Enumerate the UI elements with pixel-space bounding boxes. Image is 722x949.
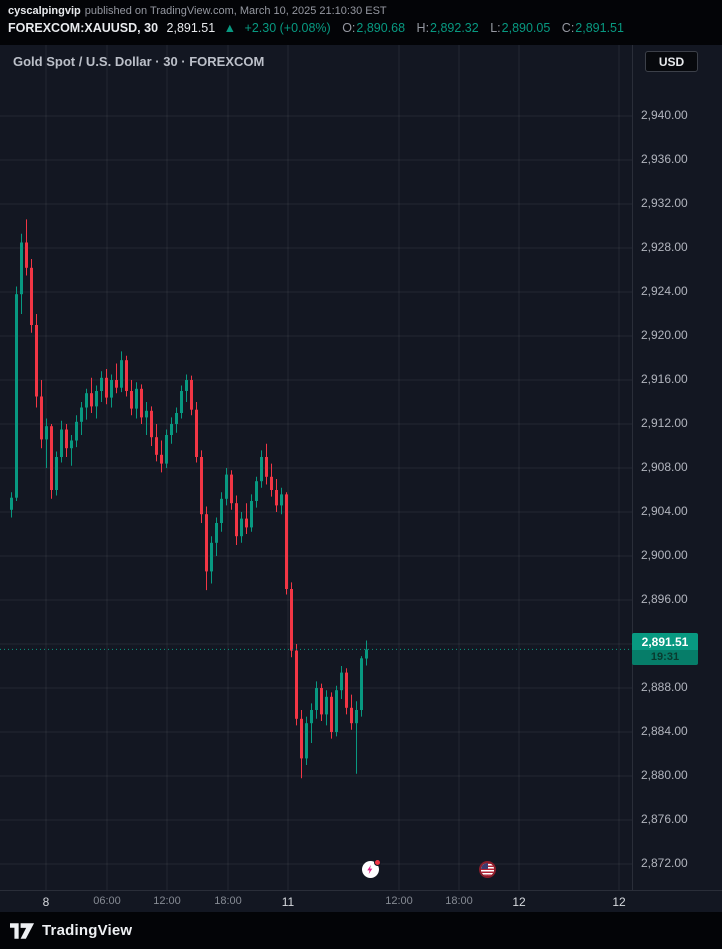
footer-bar: TradingView [0, 912, 722, 949]
price-axis-label: 2,884.00 [641, 724, 688, 738]
time-axis-label: 18:00 [445, 895, 473, 907]
time-axis-label: 12:00 [385, 895, 413, 907]
snapshot-header: cyscalpingvip published on TradingView.co… [0, 0, 722, 45]
symbol-name: FOREXCOM:XAUUSD, 30 [8, 21, 159, 35]
time-axis-label: 18:00 [214, 895, 242, 907]
grid-lines [0, 45, 632, 890]
time-axis-label: 06:00 [93, 895, 121, 907]
price-axis-label: 2,876.00 [641, 812, 688, 826]
lightning-event-icon[interactable] [362, 859, 381, 878]
open-value: 2,890.68 [356, 21, 406, 35]
price-axis-label: 2,896.00 [641, 592, 688, 606]
candle-countdown: 19:31 [632, 650, 698, 665]
price-axis-label: 2,912.00 [641, 416, 688, 430]
lightning-bolt-glyph [367, 864, 373, 875]
price-axis-label: 2,888.00 [641, 680, 688, 694]
price-change: +2.30 (+0.08%) [244, 21, 331, 35]
tradingview-brand-text[interactable]: TradingView [42, 922, 133, 939]
currency-toggle-button[interactable]: USD [645, 51, 698, 72]
price-axis[interactable]: 2,940.00 2,936.00 2,932.00 2,928.00 2,924.00… [632, 45, 722, 890]
price-axis-label: 2,872.00 [641, 856, 688, 870]
chart-area: Gold Spot / U.S. Dollar · 30 · FOREXCOM … [0, 45, 722, 912]
price-axis-label: 2,920.00 [641, 328, 688, 342]
attribution-line: cyscalpingvip published on TradingView.co… [8, 5, 714, 17]
notification-dot [374, 859, 381, 866]
low-value: 2,890.05 [501, 21, 551, 35]
high-value: 2,892.32 [430, 21, 479, 35]
price-axis-label: 2,900.00 [641, 548, 688, 562]
price-axis-label: 2,928.00 [641, 240, 688, 254]
time-axis-day-label: 8 [42, 895, 50, 909]
last-price-tag: 2,891.51 19:31 [632, 633, 698, 665]
close-label: C: [561, 21, 575, 35]
price-axis-label: 2,908.00 [641, 460, 688, 474]
us-flag-event-icon[interactable] [479, 861, 496, 878]
change-arrow-icon: ▲ [223, 21, 237, 35]
time-axis[interactable]: 8 06:00 12:00 18:00 11 12:00 18:00 12 12 [0, 890, 722, 912]
price-axis-label: 2,916.00 [641, 372, 688, 386]
low-label: L: [490, 21, 501, 35]
price-axis-label: 2,880.00 [641, 768, 688, 782]
attribution-text: published on TradingView.com, March 10, … [84, 5, 387, 17]
candles [10, 219, 368, 779]
us-flag-canton [481, 863, 488, 869]
price-axis-label: 2,940.00 [641, 108, 688, 122]
chart-title: Gold Spot / U.S. Dollar · 30 · FOREXCOM [13, 54, 265, 69]
open-label: O: [342, 21, 356, 35]
price-axis-label: 2,936.00 [641, 152, 688, 166]
high-label: H: [416, 21, 430, 35]
close-value: 2,891.51 [575, 21, 624, 35]
last-price-value: 2,891.51 [641, 635, 689, 649]
time-axis-day-label: 11 [281, 895, 295, 909]
time-axis-day-label: 12 [512, 895, 526, 909]
last-price: 2,891.51 [166, 21, 216, 35]
time-axis-label: 12:00 [153, 895, 181, 907]
author-name: cyscalpingvip [8, 5, 81, 17]
price-axis-label: 2,924.00 [641, 284, 688, 298]
price-axis-label: 2,932.00 [641, 196, 688, 210]
price-axis-label: 2,904.00 [641, 504, 688, 518]
time-axis-day-label: 12 [612, 895, 626, 909]
tradingview-logo-icon[interactable] [10, 922, 35, 939]
chart-pane[interactable] [0, 45, 632, 890]
symbol-line: FOREXCOM:XAUUSD, 30 2,891.51 ▲ +2.30 (+0… [8, 21, 714, 35]
